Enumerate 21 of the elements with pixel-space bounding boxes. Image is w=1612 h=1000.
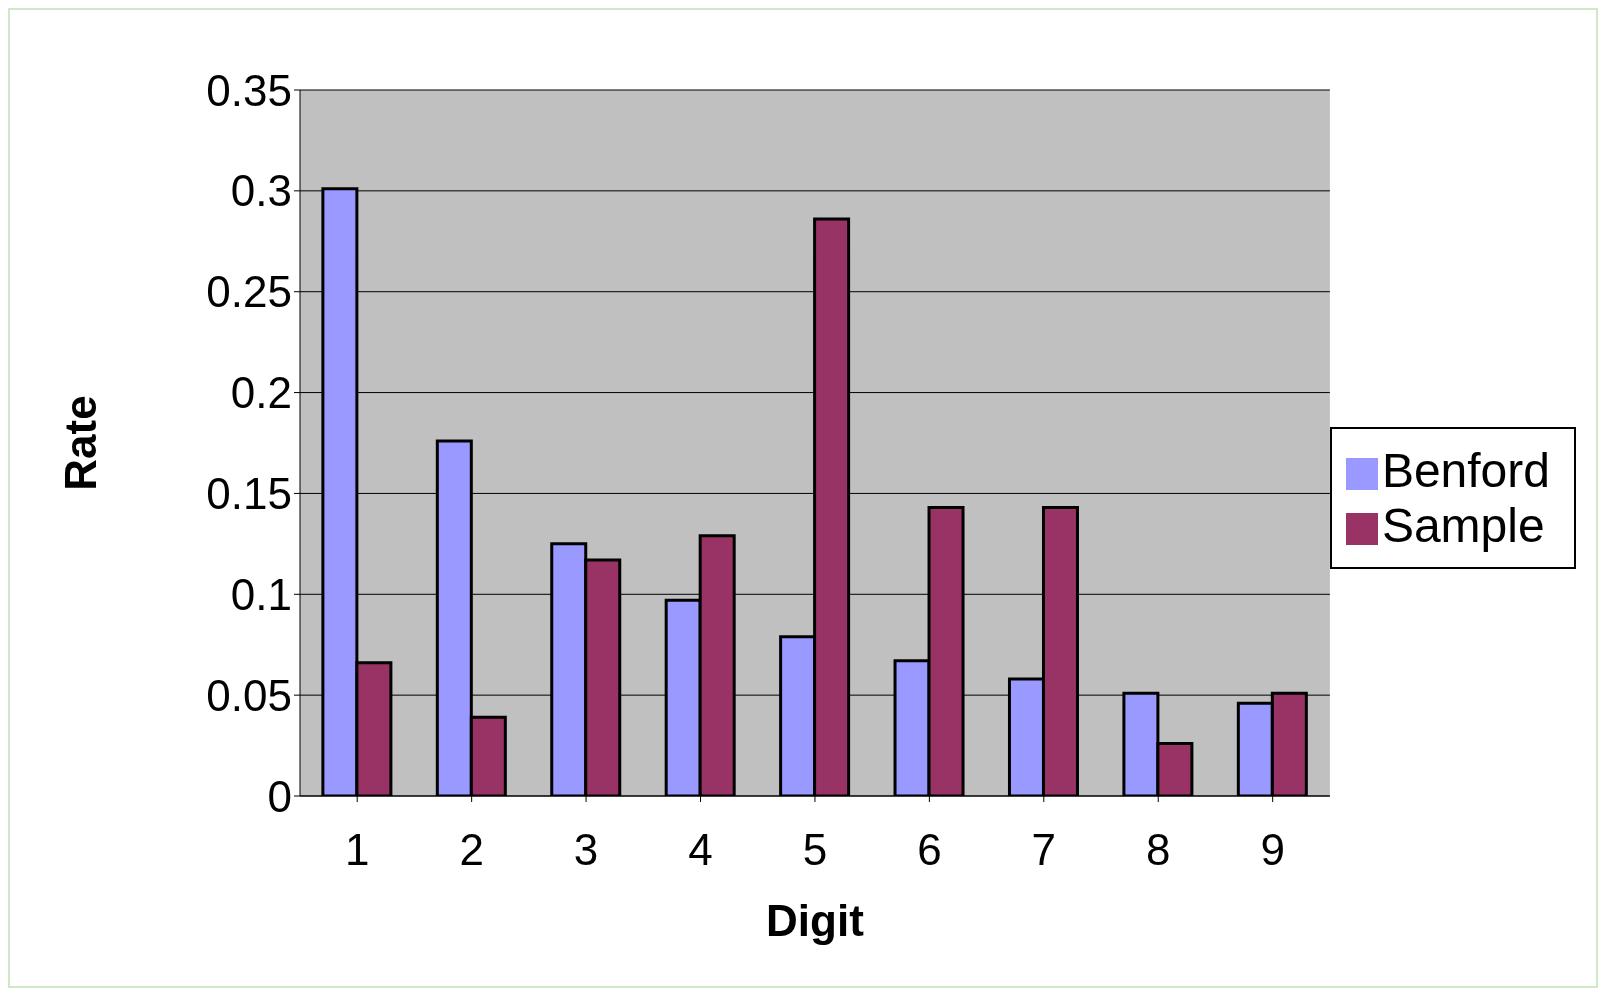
y-tick-label: 0 xyxy=(267,771,292,821)
y-tick-label: 0.35 xyxy=(206,65,292,115)
y-axis-title: Rate xyxy=(55,395,105,491)
legend-label: Benford xyxy=(1381,444,1550,497)
x-tick-label: 8 xyxy=(1145,825,1171,875)
x-tick-label: 3 xyxy=(573,825,599,875)
x-tick-label: 9 xyxy=(1260,825,1285,875)
y-tick-label: 0.2 xyxy=(230,368,292,418)
y-tick-label: 0.25 xyxy=(206,267,292,317)
y-tick-label: 0.15 xyxy=(206,469,292,519)
x-tick-label: 2 xyxy=(459,825,484,875)
x-tick-label: 4 xyxy=(688,825,713,875)
x-tick-label: 7 xyxy=(1031,825,1057,875)
x-tick-label: 5 xyxy=(802,825,828,875)
y-tick-label: 0.05 xyxy=(206,670,292,720)
x-axis-title: Digit xyxy=(766,896,865,945)
x-tick-label: 1 xyxy=(344,825,370,875)
legend-label: Sample xyxy=(1381,499,1545,552)
y-tick-label: 0.1 xyxy=(230,569,292,619)
y-tick-label: 0.3 xyxy=(230,166,292,216)
x-tick-label: 6 xyxy=(917,825,942,875)
